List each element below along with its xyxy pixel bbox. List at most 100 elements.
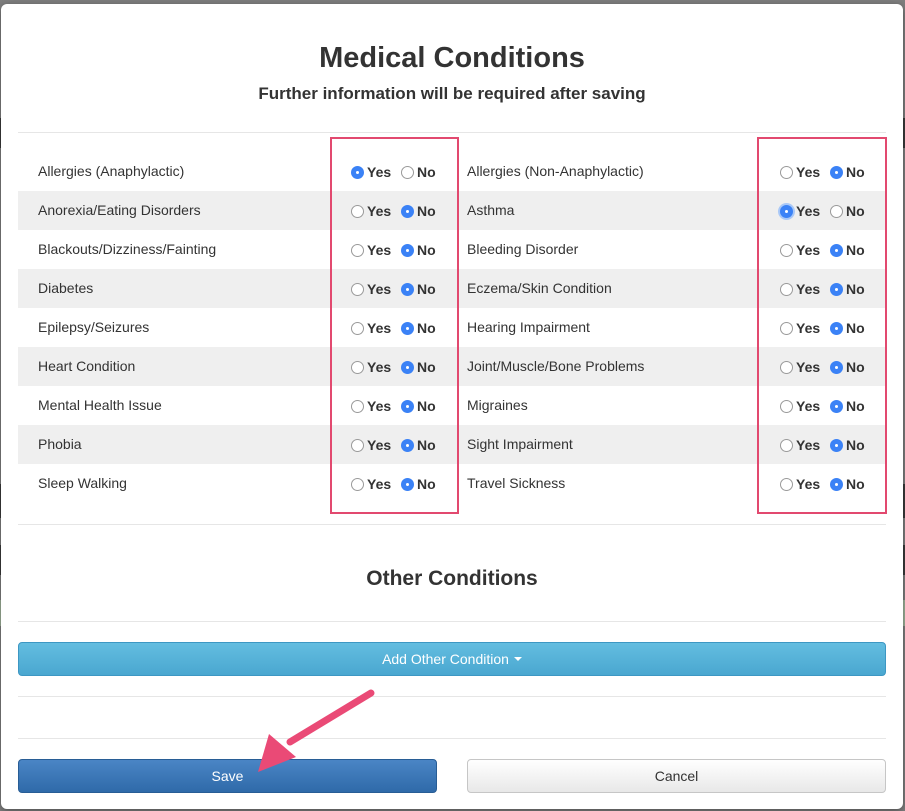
no-radio-button[interactable]	[830, 282, 843, 296]
no-option[interactable]: No	[401, 436, 436, 454]
no-option[interactable]: No	[401, 163, 436, 181]
no-option[interactable]: No	[401, 319, 436, 337]
condition-label: Sleep Walking	[38, 475, 127, 491]
no-option[interactable]: No	[401, 397, 436, 415]
yes-radio-button[interactable]	[780, 399, 793, 413]
yes-option[interactable]: Yes	[351, 436, 391, 454]
no-radio-button[interactable]	[830, 321, 843, 335]
no-option[interactable]: No	[401, 202, 436, 220]
yes-option[interactable]: Yes	[780, 241, 820, 259]
no-radio-button[interactable]	[401, 204, 414, 218]
no-option[interactable]: No	[830, 397, 865, 415]
yes-radio-button[interactable]	[780, 204, 793, 218]
yes-option[interactable]: Yes	[780, 280, 820, 298]
condition-label: Allergies (Anaphylactic)	[38, 163, 185, 179]
no-label: No	[417, 281, 436, 297]
modal-title: Medical Conditions	[319, 42, 585, 74]
no-label: No	[417, 203, 436, 219]
yes-label: Yes	[367, 320, 392, 336]
yes-radio-button[interactable]	[780, 282, 793, 296]
yes-radio-button[interactable]	[780, 477, 793, 491]
yes-option[interactable]: Yes	[780, 436, 820, 454]
no-option[interactable]: No	[830, 358, 865, 376]
condition-label: Joint/Muscle/Bone Problems	[467, 358, 645, 374]
divider	[18, 524, 886, 525]
yes-option[interactable]: Yes	[780, 358, 820, 376]
no-option[interactable]: No	[830, 202, 865, 220]
yes-radio-button[interactable]	[780, 360, 793, 374]
no-radio-button[interactable]	[830, 243, 843, 257]
yes-option[interactable]: Yes	[780, 475, 820, 493]
no-radio-button[interactable]	[830, 360, 843, 374]
no-label: No	[417, 437, 436, 453]
yes-radio-button[interactable]	[351, 399, 364, 413]
yes-option[interactable]: Yes	[351, 241, 391, 259]
save-button[interactable]: Save	[18, 759, 437, 793]
no-option[interactable]: No	[401, 241, 436, 259]
yes-radio-button[interactable]	[780, 438, 793, 452]
no-radio-button[interactable]	[401, 243, 414, 257]
no-radio-button[interactable]	[401, 360, 414, 374]
no-label: No	[846, 320, 865, 336]
cancel-button[interactable]: Cancel	[467, 759, 886, 793]
condition-label: Epilepsy/Seizures	[38, 319, 150, 335]
no-option[interactable]: No	[830, 280, 865, 298]
yes-option[interactable]: Yes	[351, 202, 391, 220]
yes-option[interactable]: Yes	[351, 475, 391, 493]
no-radio-button[interactable]	[830, 399, 843, 413]
no-radio-button[interactable]	[401, 399, 414, 413]
no-radio-button[interactable]	[830, 477, 843, 491]
condition-row: Heart Condition Yes No Joint/Muscle/Bone Pr…	[18, 347, 886, 386]
no-option[interactable]: No	[830, 241, 865, 259]
save-button-label: Save	[211, 768, 244, 784]
yes-label: Yes	[367, 398, 392, 414]
highlight-box-left	[330, 137, 459, 514]
other-conditions-title: Other Conditions	[366, 567, 538, 590]
yes-radio-button[interactable]	[351, 165, 364, 179]
no-option[interactable]: No	[401, 280, 436, 298]
no-radio-button[interactable]	[401, 282, 414, 296]
no-radio-button[interactable]	[830, 165, 843, 179]
yes-option[interactable]: Yes	[351, 319, 391, 337]
yes-radio-button[interactable]	[351, 243, 364, 257]
no-radio-button[interactable]	[401, 477, 414, 491]
no-label: No	[417, 320, 436, 336]
no-radio-button[interactable]	[401, 321, 414, 335]
yes-radio-button[interactable]	[780, 243, 793, 257]
yes-radio-button[interactable]	[780, 321, 793, 335]
yes-option[interactable]: Yes	[351, 280, 391, 298]
yes-label: Yes	[796, 359, 821, 375]
yes-radio-button[interactable]	[351, 477, 364, 491]
no-option[interactable]: No	[830, 163, 865, 181]
condition-label: Eczema/Skin Condition	[467, 280, 612, 296]
no-radio-button[interactable]	[401, 438, 414, 452]
no-radio-button[interactable]	[830, 204, 843, 218]
yes-option[interactable]: Yes	[780, 163, 820, 181]
no-radio-button[interactable]	[830, 438, 843, 452]
yes-option[interactable]: Yes	[780, 319, 820, 337]
caret-down-icon	[513, 657, 522, 661]
divider	[18, 132, 886, 133]
yes-radio-button[interactable]	[351, 321, 364, 335]
yes-option[interactable]: Yes	[351, 397, 391, 415]
divider	[18, 696, 886, 697]
yes-option[interactable]: Yes	[780, 397, 820, 415]
no-label: No	[417, 242, 436, 258]
yes-radio-button[interactable]	[780, 165, 793, 179]
condition-label: Hearing Impairment	[467, 319, 590, 335]
add-other-condition-button[interactable]: Add Other Condition	[18, 642, 886, 676]
no-radio-button[interactable]	[401, 165, 414, 179]
yes-option[interactable]: Yes	[351, 163, 391, 181]
no-option[interactable]: No	[401, 358, 436, 376]
yes-radio-button[interactable]	[351, 282, 364, 296]
no-option[interactable]: No	[401, 475, 436, 493]
yes-label: Yes	[367, 281, 392, 297]
yes-radio-button[interactable]	[351, 204, 364, 218]
yes-option[interactable]: Yes	[351, 358, 391, 376]
no-option[interactable]: No	[830, 319, 865, 337]
yes-option[interactable]: Yes	[780, 202, 820, 220]
no-option[interactable]: No	[830, 475, 865, 493]
yes-radio-button[interactable]	[351, 438, 364, 452]
yes-radio-button[interactable]	[351, 360, 364, 374]
no-option[interactable]: No	[830, 436, 865, 454]
